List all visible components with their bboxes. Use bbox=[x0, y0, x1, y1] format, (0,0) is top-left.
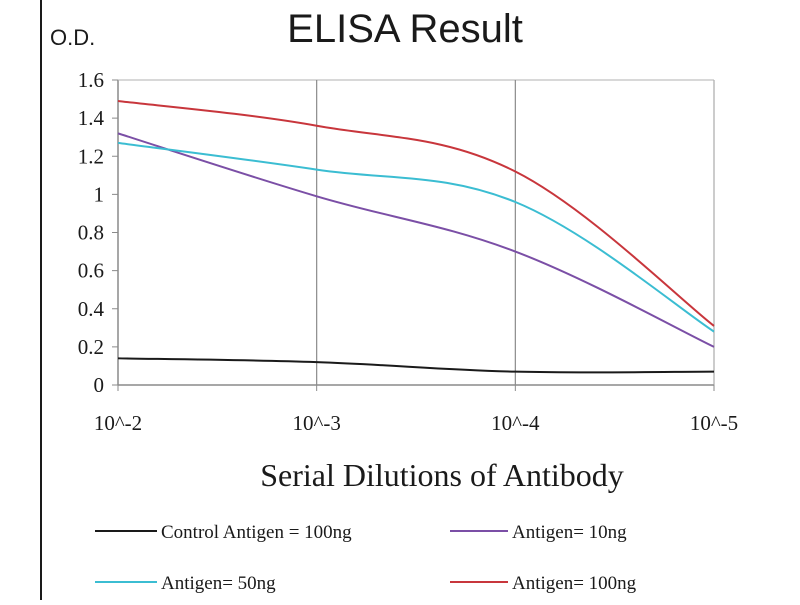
legend-label-100ng: Antigen= 100ng bbox=[512, 573, 637, 594]
series-line-100ng bbox=[117, 99, 715, 327]
series-line-10ng bbox=[117, 132, 715, 348]
y-tick-label: 0.8 bbox=[78, 221, 104, 245]
y-axis-label: O.D. bbox=[50, 25, 95, 50]
x-tick-labels: 10^-2 10^-3 10^-4 10^-5 bbox=[94, 411, 738, 435]
legend-label-control: Control Antigen = 100ng bbox=[161, 522, 352, 543]
y-tick-label: 0.2 bbox=[78, 335, 104, 359]
legend-item-control: Control Antigen = 100ng bbox=[95, 522, 352, 543]
legend-label-10ng: Antigen= 10ng bbox=[512, 522, 627, 543]
y-tick-label: 1 bbox=[94, 182, 105, 206]
plot-area bbox=[112, 79, 715, 391]
y-tick-label: 0.6 bbox=[78, 259, 104, 283]
x-tick-label: 10^-5 bbox=[690, 411, 738, 435]
legend-item-10ng: Antigen= 10ng bbox=[450, 522, 627, 543]
legend: Control Antigen = 100ng Antigen= 10ng An… bbox=[95, 522, 637, 594]
y-tick-labels: 0 0.2 0.4 0.6 0.8 1 1.2 1.4 1.6 bbox=[78, 68, 105, 397]
y-tick-label: 0 bbox=[94, 373, 105, 397]
x-tick-label: 10^-4 bbox=[491, 411, 540, 435]
series-lines bbox=[117, 99, 715, 374]
x-tick-label: 10^-2 bbox=[94, 411, 142, 435]
legend-item-50ng: Antigen= 50ng bbox=[95, 573, 276, 594]
y-tick-label: 1.2 bbox=[78, 144, 104, 168]
y-tick-label: 1.4 bbox=[78, 106, 105, 130]
x-tick-label: 10^-3 bbox=[292, 411, 340, 435]
legend-label-50ng: Antigen= 50ng bbox=[161, 573, 276, 594]
y-tick-label: 0.4 bbox=[78, 297, 105, 321]
chart-title: ELISA Result bbox=[287, 7, 523, 51]
series-line-control bbox=[117, 357, 715, 374]
x-axis-label: Serial Dilutions of Antibody bbox=[260, 457, 624, 493]
legend-item-100ng: Antigen= 100ng bbox=[450, 573, 637, 594]
series-line-50ng bbox=[117, 141, 715, 333]
y-tick-label: 1.6 bbox=[78, 68, 104, 92]
